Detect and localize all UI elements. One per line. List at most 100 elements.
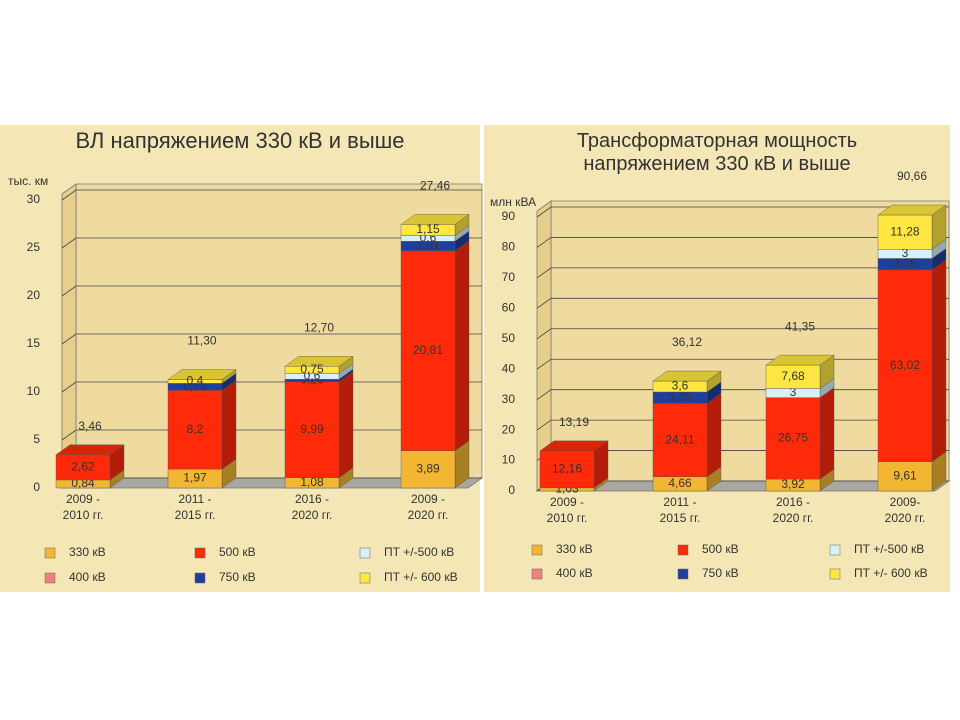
bar-top bbox=[539, 440, 609, 452]
bar-top bbox=[765, 354, 835, 366]
value-label: 7,68 bbox=[781, 369, 805, 383]
side-wall bbox=[61, 183, 77, 489]
legend-label: 500 кВ bbox=[702, 542, 739, 556]
bar-top bbox=[400, 214, 470, 225]
x-tick-label: 2011 - 2015 гг. bbox=[174, 492, 216, 522]
value-label: 1,97 bbox=[183, 471, 207, 485]
y-tick-label: 40 bbox=[502, 361, 516, 375]
bar-top bbox=[877, 204, 947, 216]
y-axis-label: тыс. км bbox=[8, 174, 48, 188]
total-label: 90,66 bbox=[897, 169, 927, 183]
legend-swatch bbox=[44, 572, 56, 584]
bar-segment bbox=[400, 250, 456, 451]
bar-segment bbox=[167, 390, 223, 470]
total-label: 11,30 bbox=[187, 334, 216, 348]
y-tick-label: 0 bbox=[33, 480, 40, 494]
bar-segment bbox=[652, 403, 708, 478]
value-label: 3 bbox=[902, 246, 909, 260]
total-label: 13,19 bbox=[559, 415, 589, 429]
value-label: 3,92 bbox=[781, 477, 805, 491]
legend-swatch bbox=[194, 572, 206, 584]
y-tick-label: 80 bbox=[502, 240, 516, 254]
legend-label: 400 кВ bbox=[69, 570, 106, 584]
y-tick-label: 25 bbox=[27, 240, 41, 254]
value-label: 3,75 bbox=[893, 256, 917, 270]
y-tick-label: 15 bbox=[27, 336, 41, 350]
legend-swatch bbox=[359, 547, 371, 559]
legend-swatch bbox=[359, 572, 371, 584]
bar-side bbox=[454, 240, 470, 452]
total-label: 27,46 bbox=[420, 179, 450, 193]
grid-line bbox=[536, 267, 949, 279]
total-label: 3,46 bbox=[78, 419, 102, 433]
legend-swatch bbox=[829, 544, 841, 556]
value-label: 26,75 bbox=[778, 431, 808, 445]
grid-line bbox=[536, 297, 949, 309]
y-tick-label: 30 bbox=[27, 192, 41, 206]
value-label: 8,2 bbox=[187, 422, 204, 436]
total-label: 41,35 bbox=[785, 319, 815, 333]
y-tick-label: 90 bbox=[502, 209, 516, 223]
y-tick-label: 20 bbox=[27, 288, 41, 302]
value-label: 2,62 bbox=[71, 460, 95, 474]
x-tick-label: 2009 - 2010 гг. bbox=[546, 495, 588, 525]
legend-label: 500 кВ bbox=[219, 545, 256, 559]
legend-swatch bbox=[194, 547, 206, 559]
y-tick-label: 5 bbox=[33, 432, 40, 446]
legend-label: 750 кВ bbox=[219, 570, 256, 584]
value-label: 3,89 bbox=[416, 461, 440, 475]
value-label: 3,6 bbox=[672, 379, 689, 393]
bar-segment bbox=[765, 397, 821, 480]
y-tick-label: 20 bbox=[502, 422, 516, 436]
y-tick-label: 50 bbox=[502, 331, 516, 345]
value-label: 0,4 bbox=[187, 374, 204, 388]
value-label: 20,81 bbox=[413, 343, 443, 357]
legend-label: 330 кВ bbox=[69, 545, 106, 559]
value-label: 1,15 bbox=[416, 222, 440, 236]
value-label: 63,02 bbox=[890, 358, 920, 372]
chart-title: ВЛ напряжением 330 кВ и выше bbox=[75, 128, 405, 153]
bar-segment bbox=[284, 381, 340, 478]
total-label: 36,12 bbox=[672, 335, 702, 349]
x-tick-label: 2016 - 2020 гг. bbox=[291, 492, 333, 522]
legend-swatch bbox=[44, 547, 56, 559]
legend-label: 750 кВ bbox=[702, 566, 739, 580]
legend-swatch bbox=[531, 544, 543, 556]
bar-segment bbox=[400, 450, 456, 489]
value-label: 1,01 bbox=[416, 238, 440, 252]
y-tick-label: 10 bbox=[502, 453, 516, 467]
bar-top bbox=[167, 369, 237, 380]
bar-top bbox=[284, 356, 354, 367]
value-label: 9,99 bbox=[300, 422, 324, 436]
bar-side bbox=[706, 393, 722, 478]
y-tick-label: 70 bbox=[502, 270, 516, 284]
bar-segment bbox=[877, 461, 933, 492]
grid-line bbox=[61, 237, 482, 249]
legend-label: ПТ +/- 600 кВ bbox=[384, 570, 458, 584]
x-tick-label: 2009 - 2020 гг. bbox=[407, 492, 449, 522]
value-label: 3 bbox=[790, 385, 797, 399]
value-label: 9,61 bbox=[893, 469, 917, 483]
value-label: 24,11 bbox=[665, 432, 694, 446]
grid-line bbox=[61, 189, 482, 201]
y-tick-label: 30 bbox=[502, 392, 516, 406]
value-label: 0,75 bbox=[300, 362, 324, 376]
value-label: 3,75 bbox=[668, 390, 692, 404]
grid-line bbox=[536, 328, 949, 340]
bar-side bbox=[338, 371, 354, 479]
total-label: 12,70 bbox=[304, 320, 334, 334]
bar-segment bbox=[539, 450, 595, 489]
bar-side bbox=[931, 259, 947, 463]
legend-label: 400 кВ bbox=[556, 566, 593, 580]
bar-top bbox=[55, 444, 125, 455]
y-axis-label: млн кВА bbox=[490, 195, 536, 209]
y-tick-label: 10 bbox=[27, 384, 41, 398]
legend-swatch bbox=[829, 568, 841, 580]
grid-line bbox=[536, 206, 949, 218]
value-label: 12,16 bbox=[552, 462, 582, 476]
legend-label: ПТ +/- 600 кВ bbox=[854, 566, 928, 580]
value-label: 11,28 bbox=[890, 224, 919, 238]
x-tick-label: 2011 - 2015 гг. bbox=[659, 495, 701, 525]
